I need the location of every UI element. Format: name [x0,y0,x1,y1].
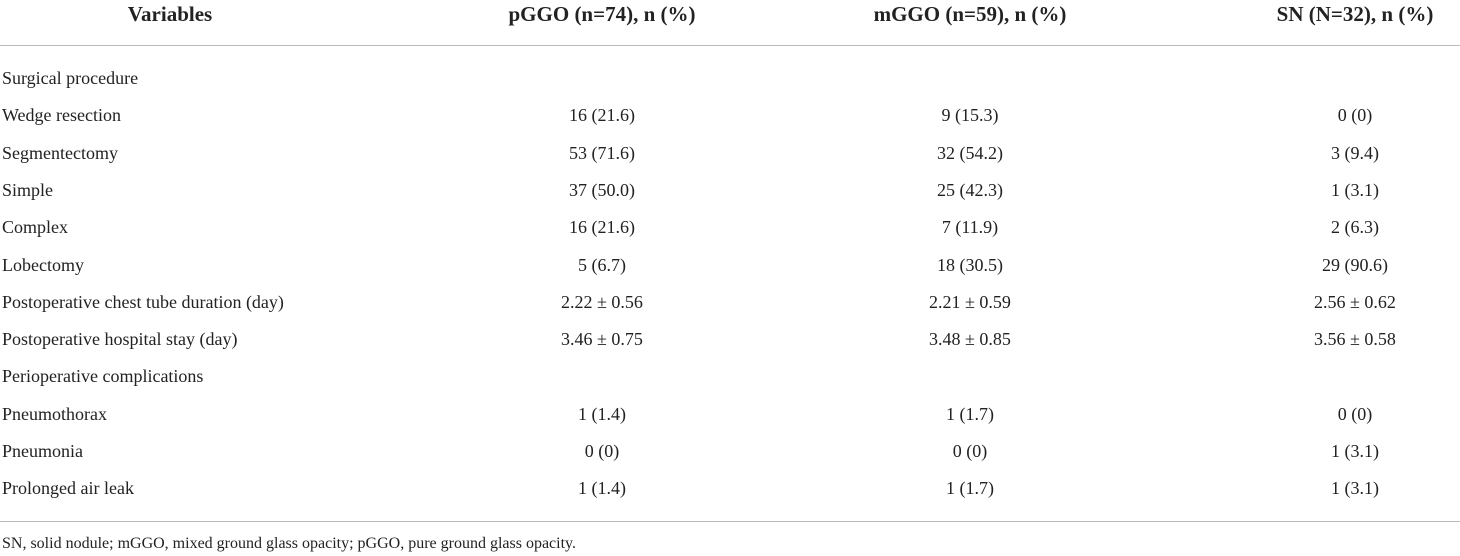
data-cell: 3.48 ± 0.85 [929,329,1011,350]
data-cell: 29 (90.6) [1322,254,1388,275]
data-cell: 18 (30.5) [937,254,1003,275]
data-cell: 1 (3.1) [1331,478,1379,499]
row-label: Postoperative chest tube duration (day) [2,291,284,312]
row-label: Pneumothorax [2,403,107,424]
header-cell: pGGO (n=74), n (%) [508,2,696,26]
data-cell: 1 (3.1) [1331,441,1379,461]
data-cell: 25 (42.3) [937,179,1003,200]
data-cell: 3.56 ± 0.58 [1314,329,1396,350]
data-cell: 0 (0) [1337,105,1373,126]
data-cell: 16 (21.6) [569,105,635,126]
header-cell: mGGO (n=59), n (%) [873,2,1067,26]
data-cell: 3.46 ± 0.75 [561,329,643,350]
footnote: SN, solid nodule; mGGO, mixed ground gla… [2,535,577,552]
row-label: Lobectomy [2,254,84,275]
data-cell: 1 (1.4) [578,403,626,424]
row-label: Complex [2,217,68,238]
data-cell: 2 (6.3) [1331,217,1379,238]
data-cell: 5 (6.7) [578,254,626,275]
row-label: Pneumonia [2,441,83,461]
data-cell: 0 (0) [1337,403,1373,424]
header-cell: Variables [127,2,213,26]
data-cell: 9 (15.3) [941,105,999,126]
row-label: Prolonged air leak [2,478,134,499]
data-cell: 2.21 ± 0.59 [929,291,1011,312]
header-cell: SN (N=32), n (%) [1276,2,1434,26]
row-label: Postoperative hospital stay (day) [2,329,238,350]
header-rule [0,45,1460,46]
data-cell: 2.56 ± 0.62 [1314,291,1396,312]
section-label: Perioperative complications [2,366,204,387]
bottom-rule [0,521,1460,522]
data-cell: 1 (1.4) [578,478,626,499]
data-cell: 0 (0) [584,441,620,461]
row-label: Wedge resection [2,105,121,126]
data-cell: 16 (21.6) [569,217,635,238]
section-label: Surgical procedure [2,68,139,88]
data-cell: 1 (3.1) [1331,179,1379,200]
data-cell: 7 (11.9) [941,217,999,238]
data-cell: 37 (50.0) [569,179,635,200]
data-cell: 1 (1.7) [946,403,994,424]
data-cell: 3 (9.4) [1331,142,1379,163]
data-cell: 32 (54.2) [937,142,1003,163]
data-cell: 1 (1.7) [946,478,994,499]
row-label: Segmentectomy [2,142,118,163]
row-label: Simple [2,179,54,200]
data-cell: 0 (0) [952,441,988,461]
data-cell: 2.22 ± 0.56 [561,291,643,312]
data-cell: 53 (71.6) [569,142,635,163]
